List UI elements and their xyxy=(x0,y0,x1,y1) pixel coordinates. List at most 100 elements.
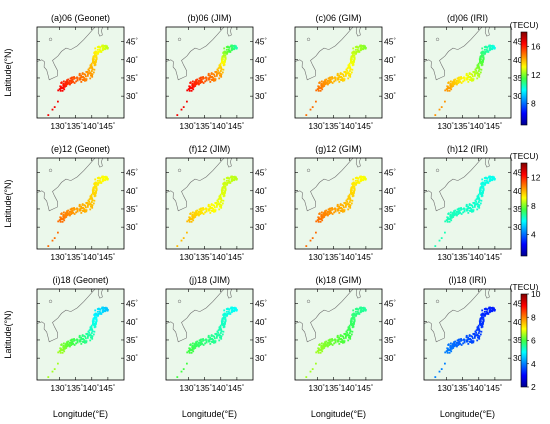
station-dot xyxy=(346,201,349,203)
station-dot xyxy=(66,79,68,82)
station-dot xyxy=(226,52,228,55)
station-dot xyxy=(87,204,89,207)
station-dot xyxy=(328,80,330,82)
station-dot xyxy=(219,72,222,75)
station-dot xyxy=(309,239,312,242)
station-dot xyxy=(94,178,97,181)
station-dot xyxy=(90,72,93,75)
station-dot xyxy=(466,207,469,210)
station-dot xyxy=(463,79,466,82)
map-content xyxy=(295,158,367,247)
station-dot xyxy=(218,197,221,200)
station-dot xyxy=(479,322,481,324)
station-dot xyxy=(349,206,352,209)
station-dot xyxy=(482,320,485,323)
station-dot xyxy=(351,322,353,325)
station-dot xyxy=(349,335,352,338)
panel-title: (d)06 (IRI) xyxy=(447,13,488,23)
station-dot xyxy=(493,307,495,310)
station-dot xyxy=(460,213,463,215)
station-dot xyxy=(465,74,468,77)
station-dot xyxy=(487,45,490,48)
station-dot xyxy=(465,78,468,80)
panel-title: (h)12 (IRI) xyxy=(447,144,488,154)
station-dot xyxy=(189,87,191,90)
station-dot xyxy=(456,341,458,344)
sakhalin-coastline xyxy=(226,27,232,37)
station-dot xyxy=(486,181,488,184)
station-dot xyxy=(180,108,183,111)
station-dot xyxy=(345,199,348,202)
station-dot xyxy=(189,344,192,346)
station-dot xyxy=(448,351,451,354)
station-dot xyxy=(76,208,79,210)
station-dot xyxy=(357,49,360,52)
station-dot xyxy=(70,77,73,79)
station-dot xyxy=(97,45,100,48)
station-dot xyxy=(364,177,367,180)
station-dot xyxy=(353,50,355,53)
station-dot xyxy=(346,72,348,74)
station-dot xyxy=(220,201,222,203)
station-dot xyxy=(83,77,85,79)
station-dot xyxy=(81,334,84,336)
station-dot xyxy=(493,176,495,179)
station-dot xyxy=(222,60,224,63)
station-dot xyxy=(89,77,92,80)
station-dot xyxy=(84,335,87,338)
station-dot xyxy=(219,205,221,208)
station-dot xyxy=(345,73,347,76)
station-dot xyxy=(91,335,94,338)
station-dot xyxy=(329,79,332,81)
colorbar-unit: (TECU) xyxy=(510,151,539,161)
station-dot xyxy=(324,344,326,347)
colorbar-tick-label: 12 xyxy=(531,70,541,80)
station-dot xyxy=(451,345,454,347)
station-dot xyxy=(481,316,483,318)
station-dot xyxy=(225,48,228,51)
lat-tick-label: 30° xyxy=(126,222,138,232)
station-dot xyxy=(328,81,331,84)
station-dot xyxy=(351,330,354,333)
station-dot xyxy=(59,89,62,92)
station-dot xyxy=(305,114,308,116)
station-dot xyxy=(88,70,91,72)
station-dot xyxy=(221,333,224,336)
station-dot xyxy=(475,72,477,74)
station-dot xyxy=(190,220,193,223)
station-dot xyxy=(78,336,81,339)
station-dot xyxy=(64,347,66,350)
station-dot xyxy=(454,78,457,81)
station-dot xyxy=(221,189,224,191)
station-dot xyxy=(66,210,68,213)
station-dot xyxy=(95,320,98,323)
station-dot xyxy=(95,312,97,315)
station-dot xyxy=(220,337,223,340)
station-dot xyxy=(340,76,342,78)
station-dot xyxy=(343,79,346,82)
station-dot xyxy=(216,335,218,338)
station-dot xyxy=(459,212,462,214)
station-dot xyxy=(93,322,95,325)
station-dot xyxy=(343,75,345,78)
station-dot xyxy=(224,321,226,324)
station-dot xyxy=(357,311,360,314)
station-dot xyxy=(92,318,95,321)
station-dot xyxy=(233,45,236,47)
station-dot xyxy=(451,83,454,85)
station-dot xyxy=(482,187,485,190)
lake-outline xyxy=(435,37,440,42)
lon-tick-label: 145° xyxy=(486,383,502,393)
station-dot xyxy=(223,316,225,318)
station-dot xyxy=(191,215,194,217)
station-dot xyxy=(224,189,227,192)
station-dot xyxy=(93,330,96,333)
station-dot xyxy=(343,341,346,344)
station-dot xyxy=(202,338,204,340)
station-dot xyxy=(84,210,86,213)
station-dot xyxy=(219,62,222,65)
station-dot xyxy=(70,208,73,210)
continent-coastline xyxy=(295,158,354,212)
lon-tick-label: 140° xyxy=(212,121,228,131)
station-dot xyxy=(453,79,455,82)
